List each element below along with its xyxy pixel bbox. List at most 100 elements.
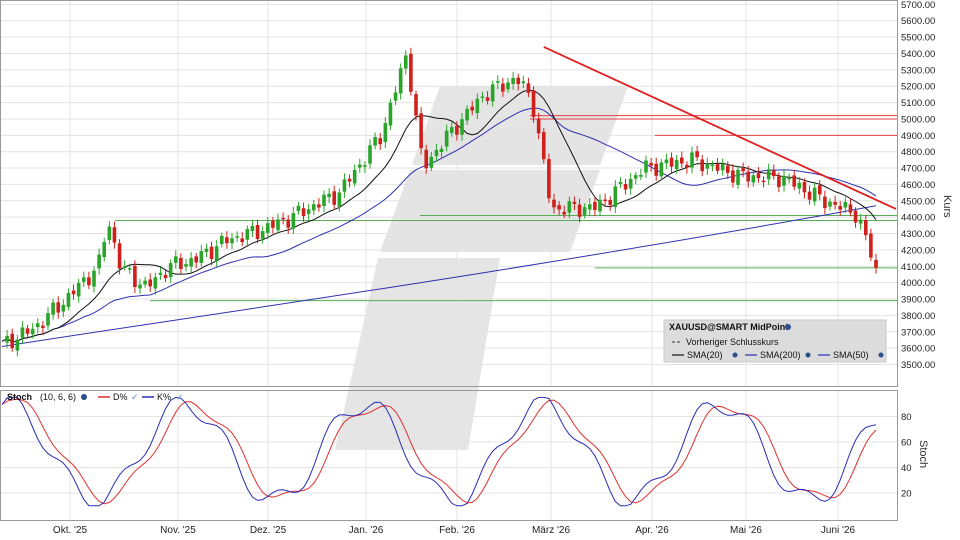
candle-body	[644, 160, 648, 173]
candle-body	[357, 164, 362, 168]
candle-body	[746, 171, 751, 182]
y-tick-label: 4400.00	[901, 213, 935, 224]
y-tick-label: 3700.00	[901, 327, 935, 338]
candle-body	[869, 233, 873, 258]
candle-body	[736, 169, 740, 185]
candle-body	[240, 238, 245, 243]
candle-body	[843, 201, 848, 208]
candle-body	[603, 199, 607, 202]
y-tick-label: 5400.00	[901, 49, 935, 60]
stoch-tick-label: 80	[901, 412, 912, 423]
candle-body	[20, 327, 25, 338]
candle-body	[214, 246, 219, 262]
candle-body	[572, 201, 577, 204]
candle-body	[715, 163, 720, 171]
y-tick-label: 4300.00	[901, 229, 935, 240]
candle-body	[521, 81, 526, 84]
y-tick-label: 3500.00	[901, 360, 935, 371]
y-tick-label: 5700.00	[901, 0, 935, 11]
candle-body	[112, 227, 117, 243]
candle-body	[848, 204, 853, 213]
candle-body	[700, 159, 705, 172]
candle-body	[874, 259, 878, 268]
candle-body	[219, 235, 224, 245]
y-tick-label: 5200.00	[901, 82, 935, 93]
candle-body	[332, 191, 337, 205]
candle-body	[265, 223, 270, 233]
candle-body	[419, 113, 423, 149]
stoch-params: (10, 6, 6)	[40, 392, 76, 402]
settings-gear-icon[interactable]	[732, 352, 738, 358]
candle-body	[204, 248, 209, 252]
candle-body	[490, 84, 495, 102]
candle-body	[230, 238, 234, 244]
candle-body	[526, 83, 531, 93]
candle-body	[378, 138, 383, 145]
candle-body	[173, 256, 178, 263]
candle-body	[409, 53, 413, 92]
candle-body	[470, 106, 475, 111]
candle-body	[25, 328, 30, 334]
y-tick-label: 5500.00	[901, 33, 935, 44]
candle-body	[281, 217, 285, 220]
y-tick-label: 5600.00	[901, 16, 935, 27]
candle-body	[383, 123, 388, 143]
candle-body	[153, 277, 158, 289]
stoch-tick-label: 60	[901, 438, 912, 449]
candle-body	[393, 92, 398, 101]
stoch-settings-icon[interactable]	[81, 394, 87, 400]
candle-body	[398, 68, 403, 94]
y-tick-label: 4600.00	[901, 180, 935, 191]
y-tick-label: 4500.00	[901, 196, 935, 207]
y-tick-label: 3800.00	[901, 311, 935, 322]
candle-body	[209, 246, 214, 260]
candle-body	[194, 256, 199, 263]
candle-body	[434, 150, 439, 157]
legend-prev-close: Vorheriger Schlusskurs	[686, 337, 779, 347]
candle-body	[250, 225, 255, 232]
candle-body	[102, 241, 107, 258]
candle-body	[623, 184, 628, 190]
x-tick-label: Feb. '26	[439, 525, 475, 536]
candle-body	[823, 196, 827, 209]
candle-body	[291, 213, 296, 229]
stoch-series-d: D%	[113, 392, 128, 402]
candle-body	[782, 175, 786, 186]
candle-body	[388, 102, 393, 126]
settings-gear-icon[interactable]	[878, 352, 884, 358]
check-icon: ✓	[176, 392, 184, 402]
candle-body	[317, 204, 321, 208]
candle-body	[812, 187, 817, 202]
candle-body	[593, 201, 597, 210]
y-tick-label: 4100.00	[901, 262, 935, 273]
candle-body	[347, 178, 352, 182]
settings-gear-icon[interactable]	[785, 324, 791, 330]
candle-body	[833, 201, 837, 205]
candle-body	[792, 175, 797, 187]
candle-body	[787, 177, 791, 180]
candle-body	[751, 175, 756, 183]
candle-body	[475, 98, 480, 114]
candle-body	[429, 156, 434, 168]
y-tick-label: 3900.00	[901, 295, 935, 306]
stoch-tick-label: 40	[901, 463, 912, 474]
candle-body	[296, 205, 301, 212]
candle-body	[158, 272, 163, 275]
candle-body	[608, 199, 613, 205]
legend-title: XAUUSD@SMART MidPoint	[669, 322, 788, 332]
candle-body	[122, 266, 127, 268]
candle-body	[143, 280, 147, 285]
candle-body	[81, 277, 86, 282]
stoch-series-k: K%	[157, 392, 171, 402]
candle-body	[598, 199, 602, 212]
x-tick-label: Okt. '25	[53, 525, 88, 536]
sma200	[1, 205, 877, 347]
y-tick-label: 4700.00	[901, 164, 935, 175]
candle-body	[536, 119, 541, 134]
candle-body	[741, 168, 745, 172]
candle-body	[368, 145, 372, 164]
candle-body	[858, 219, 863, 224]
settings-gear-icon[interactable]	[805, 352, 811, 358]
candle-body	[613, 186, 618, 207]
candle-body	[424, 149, 429, 169]
